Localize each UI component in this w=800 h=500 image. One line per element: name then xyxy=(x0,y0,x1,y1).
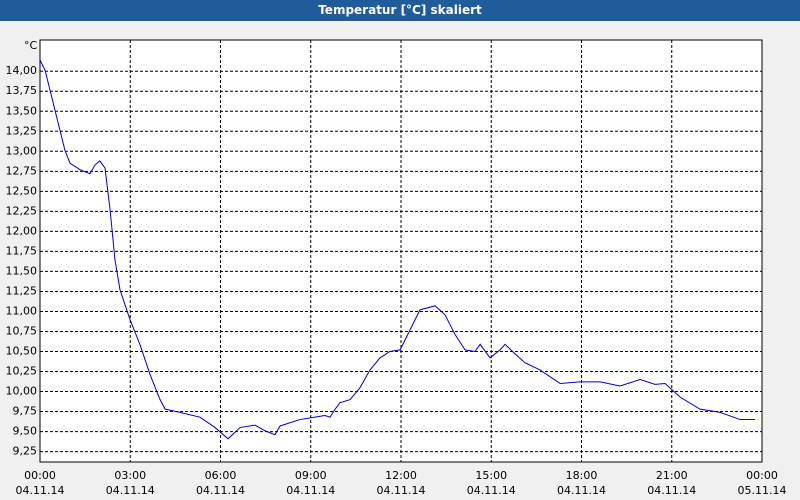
y-tick-label: 11,50 xyxy=(6,264,38,277)
y-tick-label: 12,50 xyxy=(6,184,38,197)
y-tick-label: 9,50 xyxy=(13,425,38,438)
x-tick-date: 05.11.14 xyxy=(738,484,787,497)
x-tick-date: 04.11.14 xyxy=(106,484,155,497)
line xyxy=(39,59,756,440)
x-tick-label: 09:00 xyxy=(295,469,327,482)
x-tick-date: 04.11.14 xyxy=(16,484,65,497)
y-tick-label: 11,25 xyxy=(6,284,38,297)
y-tick-label: 12,25 xyxy=(6,204,38,217)
x-tick-label: 00:00 xyxy=(746,469,778,482)
chart-title: Temperatur [°C] skaliert xyxy=(318,3,482,17)
plot-border xyxy=(39,39,763,463)
x-tick-date: 04.11.14 xyxy=(467,484,516,497)
y-tick-label: 13,25 xyxy=(6,124,38,137)
y-tick-label: 13,00 xyxy=(6,144,38,157)
x-tick-label: 06:00 xyxy=(205,469,237,482)
x-tick-label: 03:00 xyxy=(114,469,146,482)
y-tick-label: 13,75 xyxy=(6,84,38,97)
x-tick-label: 15:00 xyxy=(475,469,507,482)
y-tick-label: 13,50 xyxy=(6,104,38,117)
x-tick-label: 12:00 xyxy=(385,469,417,482)
title-bar: Temperatur [°C] skaliert xyxy=(0,0,800,21)
y-tick-label: 9,25 xyxy=(13,445,38,458)
y-axis-label: °C xyxy=(24,39,38,52)
x-tick-date: 04.11.14 xyxy=(196,484,245,497)
y-tick-label: 10,50 xyxy=(6,344,38,357)
y-tick-label: 14,00 xyxy=(6,64,38,77)
x-tick-label: 00:00 xyxy=(24,469,56,482)
y-tick-label: 10,75 xyxy=(6,324,38,337)
x-tick-date: 04.11.14 xyxy=(647,484,696,497)
y-tick-label: 11,75 xyxy=(6,244,38,257)
x-tick-date: 04.11.14 xyxy=(286,484,335,497)
y-tick-label: 10,00 xyxy=(6,385,38,398)
x-tick-label: 21:00 xyxy=(656,469,688,482)
y-tick-label: 12,00 xyxy=(6,224,38,237)
y-tick-label: 10,25 xyxy=(6,365,38,378)
x-tick-date: 04.11.14 xyxy=(377,484,426,497)
y-tick-label: 12,75 xyxy=(6,164,38,177)
y-tick-label: 11,00 xyxy=(6,304,38,317)
x-tick-date: 04.11.14 xyxy=(557,484,606,497)
x-tick-label: 18:00 xyxy=(566,469,598,482)
y-tick-label: 9,75 xyxy=(13,405,38,418)
